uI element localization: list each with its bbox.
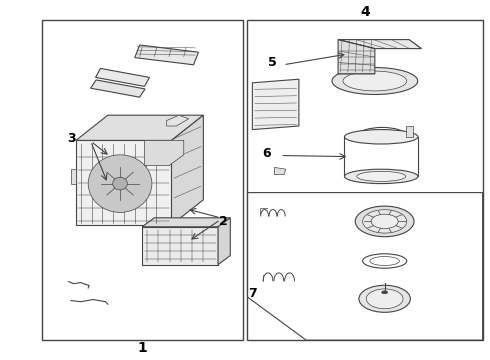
Ellipse shape [343,71,407,91]
Ellipse shape [113,177,127,190]
Ellipse shape [366,289,403,309]
Polygon shape [218,218,230,265]
Text: 2: 2 [219,215,227,228]
Ellipse shape [357,171,406,181]
Ellipse shape [359,285,411,312]
Ellipse shape [344,130,418,144]
Polygon shape [76,140,172,225]
Ellipse shape [355,206,414,237]
Polygon shape [142,227,218,265]
Polygon shape [96,68,149,86]
Text: 7: 7 [248,287,257,300]
Polygon shape [71,169,76,184]
Ellipse shape [363,210,407,233]
Text: 1: 1 [137,341,147,355]
Text: 6: 6 [263,147,271,159]
Polygon shape [145,140,184,166]
Ellipse shape [382,291,388,294]
Polygon shape [406,126,413,137]
Polygon shape [91,80,145,97]
Text: 5: 5 [268,57,276,69]
Polygon shape [338,40,375,74]
Polygon shape [167,115,189,126]
Polygon shape [135,45,198,65]
Text: 4: 4 [360,5,370,19]
Polygon shape [338,40,421,49]
Ellipse shape [332,68,417,95]
Polygon shape [172,115,203,225]
Polygon shape [76,115,203,140]
Polygon shape [252,79,299,130]
Polygon shape [142,218,230,227]
Text: 3: 3 [67,132,75,145]
Ellipse shape [344,169,418,184]
Polygon shape [274,167,286,175]
Ellipse shape [371,214,398,229]
Ellipse shape [88,155,152,212]
